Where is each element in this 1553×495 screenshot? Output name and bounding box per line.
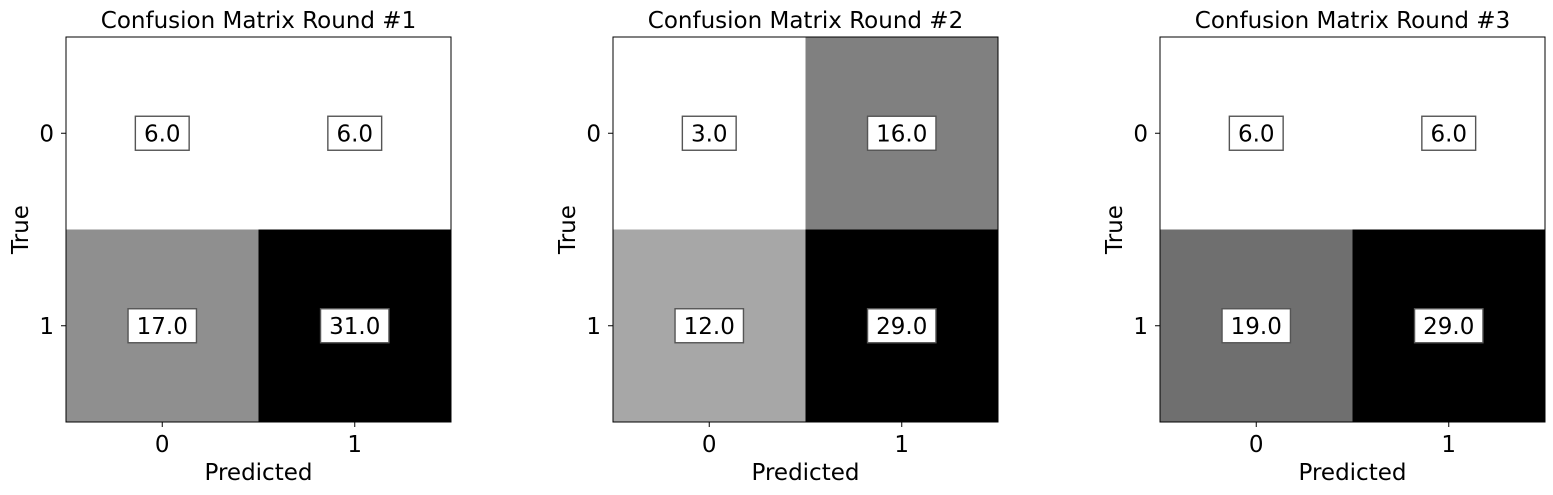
cell-value-label-r0-c0: 3.0 xyxy=(681,115,737,151)
y-tick-label: 1 xyxy=(1133,314,1148,340)
x-tick-label: 1 xyxy=(1441,432,1456,458)
cell-value-text: 3.0 xyxy=(691,121,728,147)
cell-value-label-r1-c1: 29.0 xyxy=(1413,308,1484,344)
cell-value-text: 12.0 xyxy=(684,314,735,340)
cell-value-text: 29.0 xyxy=(1423,314,1474,340)
y-axis-label: True xyxy=(8,205,34,255)
y-axis-label: True xyxy=(1102,205,1128,255)
cell-value-text: 17.0 xyxy=(137,314,188,340)
y-tick-label: 0 xyxy=(39,121,54,147)
cell-value-box xyxy=(674,308,745,344)
cell-value-box xyxy=(134,115,190,151)
chart-title: Confusion Matrix Round #1 xyxy=(101,8,416,34)
x-tick-label: 1 xyxy=(894,432,909,458)
cell-value-text: 6.0 xyxy=(336,121,373,147)
cell-value-text: 31.0 xyxy=(329,314,380,340)
plot-frame xyxy=(612,36,999,423)
cell-value-box xyxy=(1421,115,1477,151)
plot-frame xyxy=(65,36,452,423)
cell-value-label-r1-c1: 29.0 xyxy=(866,308,937,344)
cell-value-text: 6.0 xyxy=(1238,121,1275,147)
cell-value-box xyxy=(1228,115,1284,151)
x-axis-label: Predicted xyxy=(205,460,313,486)
cell-value-label-r1-c0: 17.0 xyxy=(127,308,198,344)
cell-value-label-r0-c0: 6.0 xyxy=(1228,115,1284,151)
confusion-matrix-panel-2: 3.0 16.0 12.0 29.0 0 1 0 1 Confusion Matrix Roun… xyxy=(555,8,999,486)
cell-value-label-r1-c0: 19.0 xyxy=(1221,308,1292,344)
y-axis-label: True xyxy=(555,205,581,255)
cell-value-text: 19.0 xyxy=(1231,314,1282,340)
cell-value-label-r1-c0: 12.0 xyxy=(674,308,745,344)
cell-value-box xyxy=(1413,308,1484,344)
cell-value-text: 6.0 xyxy=(1430,121,1467,147)
cell-value-text: 6.0 xyxy=(144,121,181,147)
cell-value-box xyxy=(327,115,383,151)
cell-value-box xyxy=(319,308,390,344)
x-tick-label: 0 xyxy=(702,432,717,458)
cell-value-box xyxy=(127,308,198,344)
confusion-matrix-panel-3: 6.0 6.0 19.0 29.0 0 1 0 1 Confusion Matrix Round… xyxy=(1102,8,1546,486)
cell-value-text: 16.0 xyxy=(876,121,927,147)
plot-frame xyxy=(1159,36,1546,423)
y-tick-label: 1 xyxy=(586,314,601,340)
cell-value-label-r1-c1: 31.0 xyxy=(319,308,390,344)
y-tick-label: 0 xyxy=(1133,121,1148,147)
x-tick-label: 0 xyxy=(155,432,170,458)
cell-value-box xyxy=(866,308,937,344)
cell-value-label-r0-c1: 6.0 xyxy=(1421,115,1477,151)
x-tick-label: 1 xyxy=(347,432,362,458)
cell-value-label-r0-c1: 6.0 xyxy=(327,115,383,151)
y-tick-label: 0 xyxy=(586,121,601,147)
cell-value-label-r0-c1: 16.0 xyxy=(866,115,937,151)
cell-value-text: 29.0 xyxy=(876,314,927,340)
cell-value-box xyxy=(681,115,737,151)
x-axis-label: Predicted xyxy=(752,460,860,486)
cell-value-box xyxy=(1221,308,1292,344)
confusion-matrix-panel-1: 6.0 6.0 17.0 31.0 0 1 0 1 Confusion Matrix Round… xyxy=(8,8,452,486)
chart-title: Confusion Matrix Round #2 xyxy=(648,8,963,34)
x-tick-label: 0 xyxy=(1249,432,1264,458)
x-axis-label: Predicted xyxy=(1299,460,1407,486)
chart-title: Confusion Matrix Round #3 xyxy=(1195,8,1510,34)
cell-value-box xyxy=(866,115,937,151)
y-tick-label: 1 xyxy=(39,314,54,340)
cell-value-label-r0-c0: 6.0 xyxy=(134,115,190,151)
